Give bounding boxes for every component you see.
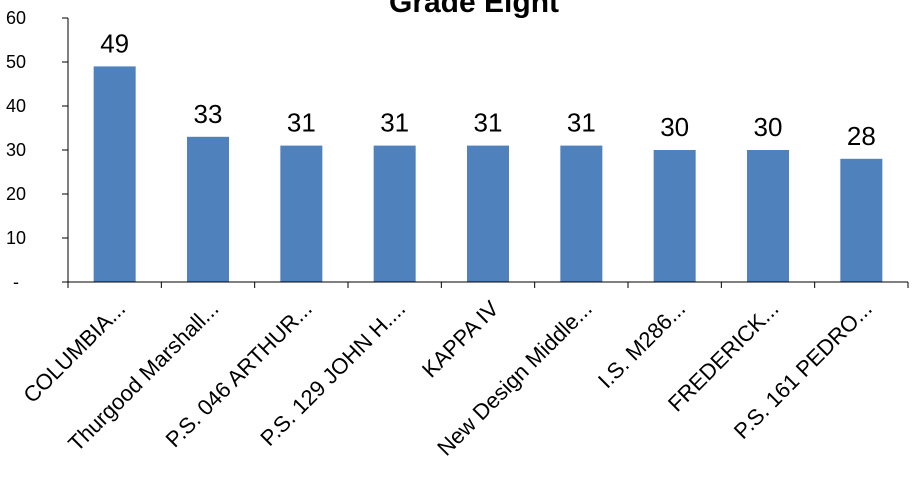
y-tick-label: 50: [6, 52, 26, 72]
data-label: 30: [754, 112, 783, 142]
y-tick-label: 60: [6, 8, 26, 28]
bar: [747, 150, 789, 282]
y-tick-label: 10: [6, 228, 26, 248]
y-tick-label: 40: [6, 96, 26, 116]
data-label: 31: [567, 108, 596, 138]
data-label: 49: [100, 28, 129, 58]
bar: [560, 145, 603, 282]
data-label: 30: [660, 112, 689, 142]
bar: [373, 145, 416, 282]
data-label: 31: [474, 108, 503, 138]
y-tick-label: -: [13, 272, 19, 292]
bars-layer: [93, 66, 883, 283]
y-tick-label: 20: [6, 184, 26, 204]
data-label: 33: [194, 99, 223, 129]
data-label: 31: [287, 108, 316, 138]
category-label: New Design Middle...: [432, 296, 597, 461]
data-label: 31: [380, 108, 409, 138]
bar: [93, 66, 136, 283]
data-label: 28: [847, 121, 876, 151]
axes-layer: [62, 17, 909, 288]
category-label: KAPPA IV: [417, 296, 504, 383]
chart-title: Grade Eight: [389, 0, 559, 19]
bar: [840, 158, 883, 282]
bar: [467, 145, 509, 282]
y-tick-label: 30: [6, 140, 26, 160]
bar: [280, 145, 323, 282]
bar: [653, 150, 696, 282]
category-label: I.S. M286...: [593, 296, 690, 393]
bar: [187, 136, 229, 282]
